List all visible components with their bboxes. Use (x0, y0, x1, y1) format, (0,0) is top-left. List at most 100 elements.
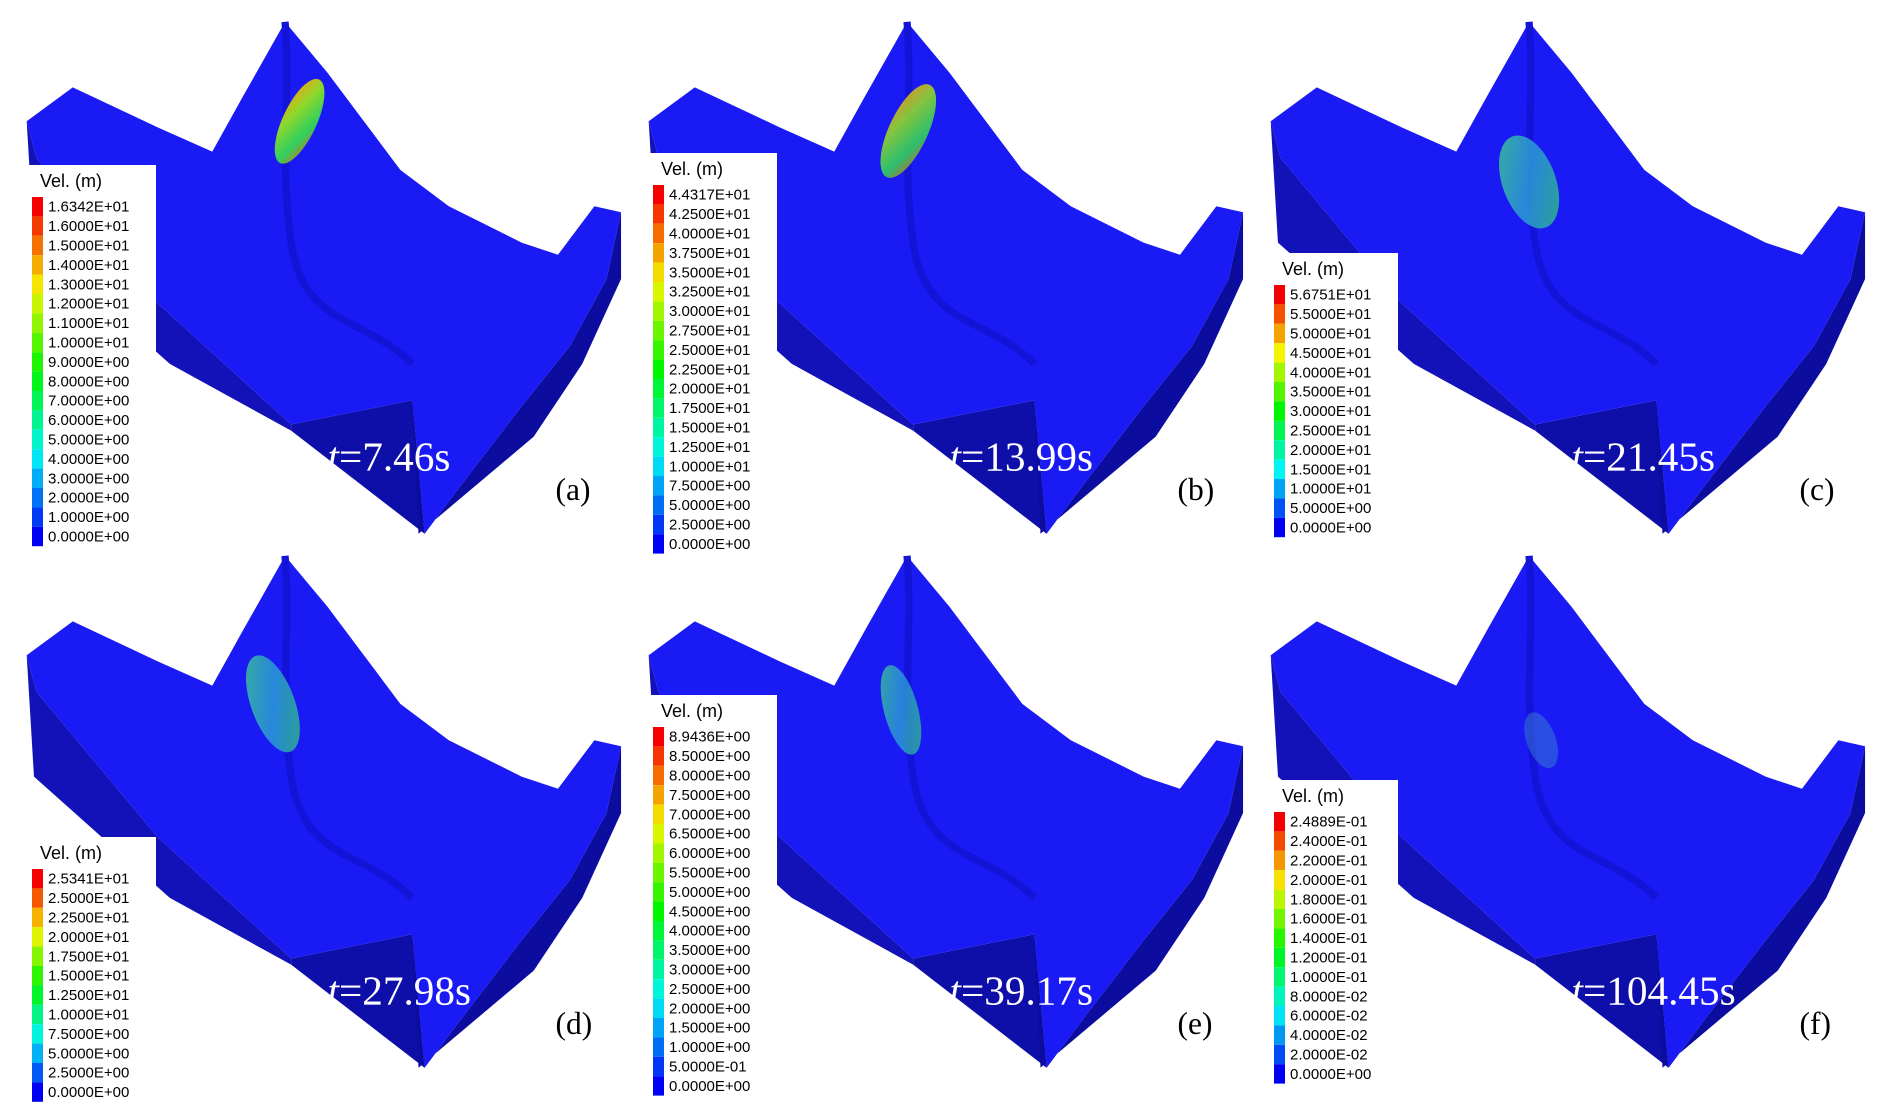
legend-value: 2.7500E+01 (669, 323, 750, 340)
color-swatch (1274, 401, 1285, 421)
color-swatch (32, 507, 43, 527)
color-swatch (32, 468, 43, 488)
color-swatch (32, 927, 43, 947)
color-swatch (1274, 1006, 1285, 1026)
color-swatch (653, 785, 664, 805)
color-swatch (1274, 440, 1285, 460)
color-swatch (32, 488, 43, 508)
color-swatch (1274, 831, 1285, 851)
legend-value: 5.0000E+01 (1290, 326, 1371, 343)
legend-value: 1.2000E-01 (1290, 950, 1368, 967)
color-swatch (32, 966, 43, 986)
color-swatch (1274, 323, 1285, 344)
legend-box (1268, 780, 1398, 1084)
legend-value: 3.0000E+00 (669, 962, 750, 979)
legend-value: 7.5000E+00 (48, 1026, 129, 1043)
panel-label: (f) (1800, 1006, 1831, 1041)
legend-value: 6.0000E+00 (669, 845, 750, 862)
color-swatch (653, 979, 664, 999)
legend-value: 7.5000E+00 (669, 478, 750, 495)
legend-value: 1.0000E+01 (48, 1007, 129, 1024)
color-swatch (32, 888, 43, 908)
legend-value: 8.5000E+00 (669, 748, 750, 765)
color-swatch (653, 534, 664, 554)
legend-value: 2.5341E+01 (48, 871, 129, 888)
legend-value: 5.0000E+00 (48, 432, 129, 449)
terrain-ridge (281, 555, 415, 901)
legend-value: 3.0000E+01 (669, 303, 750, 320)
legend-value: 5.5000E+01 (1290, 306, 1371, 323)
legend-value: 3.5000E+00 (669, 942, 750, 959)
color-swatch (1274, 362, 1285, 382)
legend-value: 2.5000E+00 (48, 1065, 129, 1082)
legend-value: 5.6751E+01 (1290, 287, 1371, 304)
color-swatch (653, 476, 664, 496)
color-swatch (653, 262, 664, 282)
terrain-surface (26, 555, 622, 1068)
legend-value: 3.5000E+01 (669, 264, 750, 281)
time-value: =39.17s (961, 968, 1093, 1014)
legend-value: 5.0000E+00 (669, 497, 750, 514)
legend-value: 0.0000E+00 (1290, 1066, 1371, 1083)
legend-value: 2.5000E+01 (1290, 423, 1371, 440)
color-swatch (653, 804, 664, 824)
panel-label: (d) (556, 1006, 593, 1041)
legend-value: 2.4889E-01 (1290, 814, 1368, 831)
color-swatch (653, 1056, 664, 1077)
legend-value: 1.2000E+01 (48, 296, 129, 313)
color-swatch (1274, 459, 1285, 479)
terrain-front (913, 400, 1047, 534)
color-swatch (1274, 479, 1285, 499)
color-swatch (1274, 1044, 1285, 1065)
color-swatch (653, 301, 664, 321)
legend-value: 5.0000E-01 (669, 1059, 747, 1076)
color-swatch (653, 379, 664, 399)
color-swatch (1274, 1064, 1285, 1084)
legend-value: 0.0000E+00 (48, 529, 129, 546)
debris (1498, 135, 1560, 229)
color-swatch (1274, 420, 1285, 441)
color-swatch (653, 959, 664, 980)
legend-value: 2.4000E-01 (1290, 833, 1368, 850)
color-swatch (653, 359, 664, 379)
color-swatch (1274, 343, 1285, 363)
terrain-side (26, 655, 292, 965)
time-label: t=104.45s (1572, 968, 1736, 1014)
color-swatch (1274, 909, 1285, 929)
legend-value: 5.0000E+00 (669, 884, 750, 901)
legend-value: 6.0000E+00 (48, 412, 129, 429)
legend-value: 4.0000E+00 (48, 451, 129, 468)
color-swatch (653, 1018, 664, 1038)
legend-value: 0.0000E+00 (48, 1084, 129, 1101)
color-swatch (32, 1004, 43, 1025)
legend-value: 1.5000E+01 (48, 238, 129, 255)
time-label: t=21.45s (1572, 434, 1716, 480)
legend-value: 2.2500E+01 (48, 910, 129, 927)
legend-value: 2.0000E+01 (48, 929, 129, 946)
legend-box (647, 695, 777, 1096)
color-swatch (653, 417, 664, 438)
legend-value: 0.0000E+00 (669, 536, 750, 553)
legend-value: 1.0000E+01 (48, 335, 129, 352)
legend-value: 1.0000E+00 (48, 509, 129, 526)
color-swatch (1274, 928, 1285, 948)
color-swatch (32, 391, 43, 411)
color-swatch (1274, 382, 1285, 402)
color-swatch (32, 235, 43, 256)
color-swatch (1274, 850, 1285, 871)
color-swatch (32, 371, 43, 391)
time-symbol: t (950, 968, 963, 1014)
color-swatch (1274, 870, 1285, 890)
color-swatch (653, 998, 664, 1018)
terrain-ridge (1525, 21, 1659, 367)
debris (1524, 712, 1559, 769)
legend-value: 0.0000E+00 (1290, 520, 1371, 537)
color-swatch (32, 449, 43, 469)
legend-value: 1.2500E+01 (669, 439, 750, 456)
legend-value: 2.0000E+01 (669, 381, 750, 398)
debris (880, 665, 922, 755)
legend-value: 5.0000E+00 (1290, 500, 1371, 517)
color-swatch (32, 1063, 43, 1083)
legend-value: 2.0000E+00 (48, 490, 129, 507)
legend-value: 1.1000E+01 (48, 315, 129, 332)
